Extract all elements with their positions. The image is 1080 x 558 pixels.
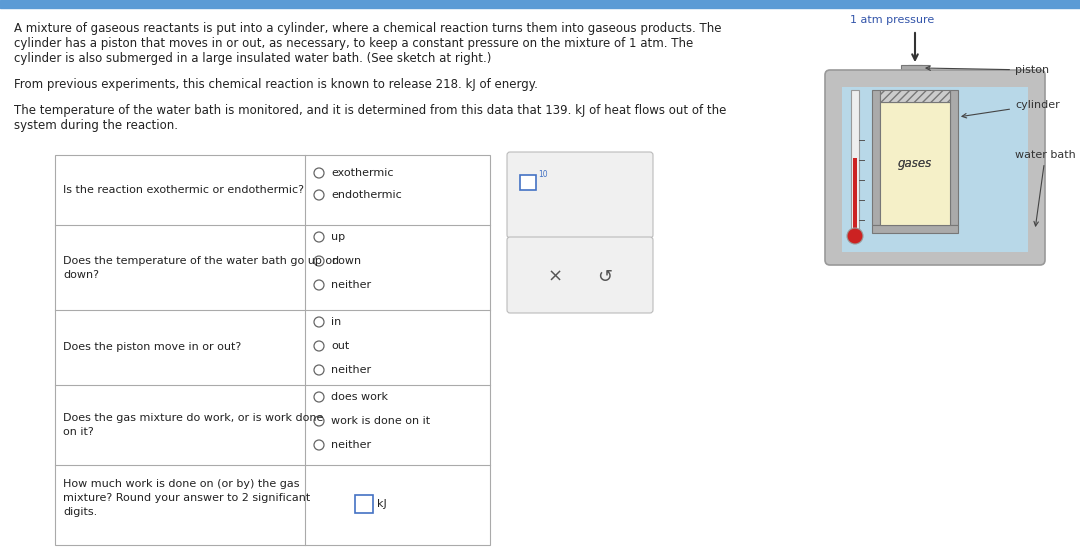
Text: does work: does work [330,392,388,402]
Bar [880,102,950,225]
FancyBboxPatch shape [825,70,1045,265]
Bar [872,90,880,225]
Bar [950,90,958,225]
Text: endothermic: endothermic [330,190,402,200]
Bar [842,87,1028,252]
Bar [0,0,1080,8]
Bar [880,90,950,102]
Text: neither: neither [330,280,372,290]
Text: neither: neither [330,365,372,375]
Bar [880,90,950,102]
Text: Is the reaction exothermic or endothermic?: Is the reaction exothermic or endothermi… [63,185,303,195]
Text: kJ: kJ [377,499,387,509]
Text: in: in [330,317,341,327]
Text: From previous experiments, this chemical reaction is known to release 218. kJ of: From previous experiments, this chemical… [14,78,538,91]
Text: The temperature of the water bath is monitored, and it is determined from this d: The temperature of the water bath is mon… [14,104,727,117]
Bar [880,102,950,225]
Text: piston: piston [926,65,1049,75]
Text: cylinder has a piston that moves in or out, as necessary, to keep a constant pre: cylinder has a piston that moves in or o… [14,37,693,50]
Text: gases: gases [897,157,932,170]
Bar [851,90,859,232]
Text: 10: 10 [538,170,548,179]
Text: out: out [330,341,349,351]
Text: water bath: water bath [1015,150,1076,226]
Text: cylinder is also submerged in a large insulated water bath. (See sketch at right: cylinder is also submerged in a large in… [14,52,491,65]
Text: neither: neither [330,440,372,450]
Bar [901,65,929,71]
Text: gases: gases [897,157,932,170]
Text: system during the reaction.: system during the reaction. [14,119,178,132]
Text: digits.: digits. [63,507,97,517]
Bar [853,157,858,232]
Bar [872,225,958,233]
Bar [908,65,922,90]
Circle shape [847,228,863,244]
Text: down: down [330,256,361,266]
Text: mixture? Round your answer to 2 significant: mixture? Round your answer to 2 signific… [63,493,310,503]
Bar [872,225,958,233]
Text: Does the temperature of the water bath go up or
down?: Does the temperature of the water bath g… [63,256,337,280]
Bar [950,90,958,225]
Text: 1 atm pressure: 1 atm pressure [850,15,934,25]
Text: up: up [330,232,346,242]
Text: ×: × [548,268,563,286]
Bar [55,155,490,545]
Text: exothermic: exothermic [330,168,393,178]
FancyBboxPatch shape [507,152,653,238]
Text: ↺: ↺ [597,268,612,286]
Text: Does the gas mixture do work, or is work done
on it?: Does the gas mixture do work, or is work… [63,413,323,437]
Text: work is done on it: work is done on it [330,416,430,426]
FancyBboxPatch shape [507,237,653,313]
Text: How much work is done on (or by) the gas: How much work is done on (or by) the gas [63,479,299,489]
Bar [519,175,536,190]
Text: Does the piston move in or out?: Does the piston move in or out? [63,343,241,353]
Bar [872,90,880,225]
Bar [355,495,373,513]
Text: cylinder: cylinder [962,100,1059,118]
Text: A mixture of gaseous reactants is put into a cylinder, where a chemical reaction: A mixture of gaseous reactants is put in… [14,22,721,35]
